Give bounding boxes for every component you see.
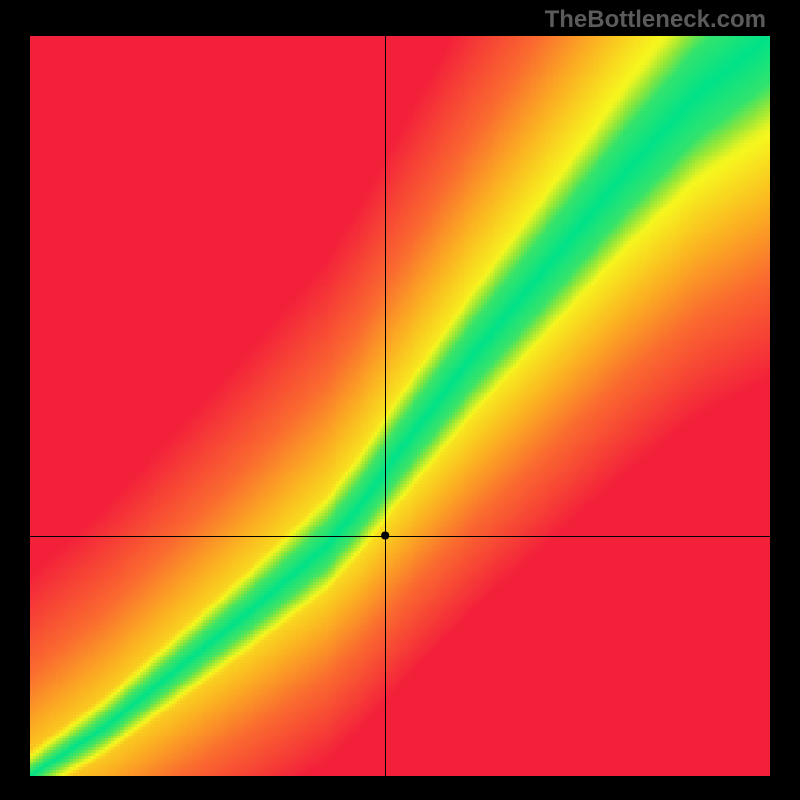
plot-frame: [30, 36, 770, 776]
chart-root: TheBottleneck.com: [0, 0, 800, 800]
heatmap-canvas: [30, 36, 770, 776]
watermark-text: TheBottleneck.com: [545, 6, 766, 34]
